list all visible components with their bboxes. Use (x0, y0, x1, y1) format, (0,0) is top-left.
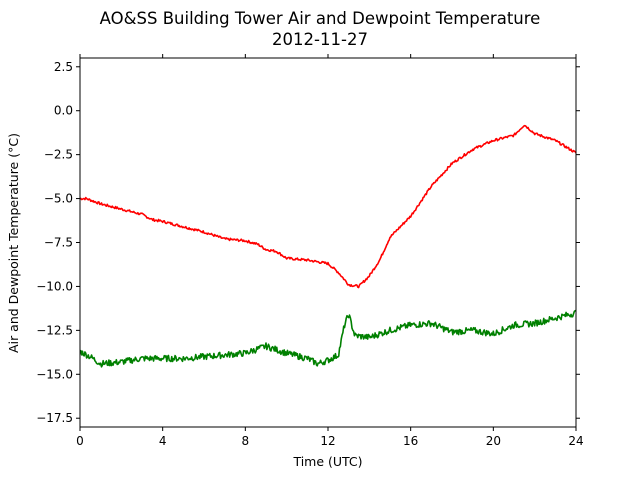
series-line-1 (79, 124, 577, 289)
x-tick-label: 20 (486, 434, 501, 448)
y-tick-label: 2.5 (54, 60, 73, 74)
x-tick-label: 8 (242, 434, 250, 448)
series-layer (79, 124, 577, 368)
y-axis-label: Air and Dewpoint Temperature (°C) (6, 133, 21, 353)
x-tick-label: 4 (159, 434, 167, 448)
chart-subtitle: 2012-11-27 (272, 30, 368, 49)
y-tick-label: −5.0 (44, 192, 73, 206)
y-tick-label: −2.5 (44, 148, 73, 162)
x-tick-label: 16 (403, 434, 418, 448)
x-axis-label: Time (UTC) (292, 454, 362, 469)
x-axis: 0 4 8 12 16 20 24 (76, 54, 584, 448)
y-tick-label: −10.0 (36, 279, 73, 293)
x-tick-label: 12 (320, 434, 335, 448)
plot-frame (79, 57, 577, 428)
y-tick-label: −17.5 (36, 411, 73, 425)
y-tick-label: −7.5 (44, 236, 73, 250)
x-tick-label: 24 (568, 434, 583, 448)
series-line-2 (79, 309, 577, 368)
y-tick-label: 0.0 (54, 104, 73, 118)
y-tick-label: −15.0 (36, 367, 73, 381)
y-tick-label: −12.5 (36, 323, 73, 337)
chart-title: AO&SS Building Tower Air and Dewpoint Te… (100, 9, 541, 28)
x-tick-label: 0 (76, 434, 84, 448)
y-axis: 2.5 0.0 −2.5 −5.0 −7.5 −10.0 −12.5 −15.0 −17.5 (36, 60, 580, 425)
